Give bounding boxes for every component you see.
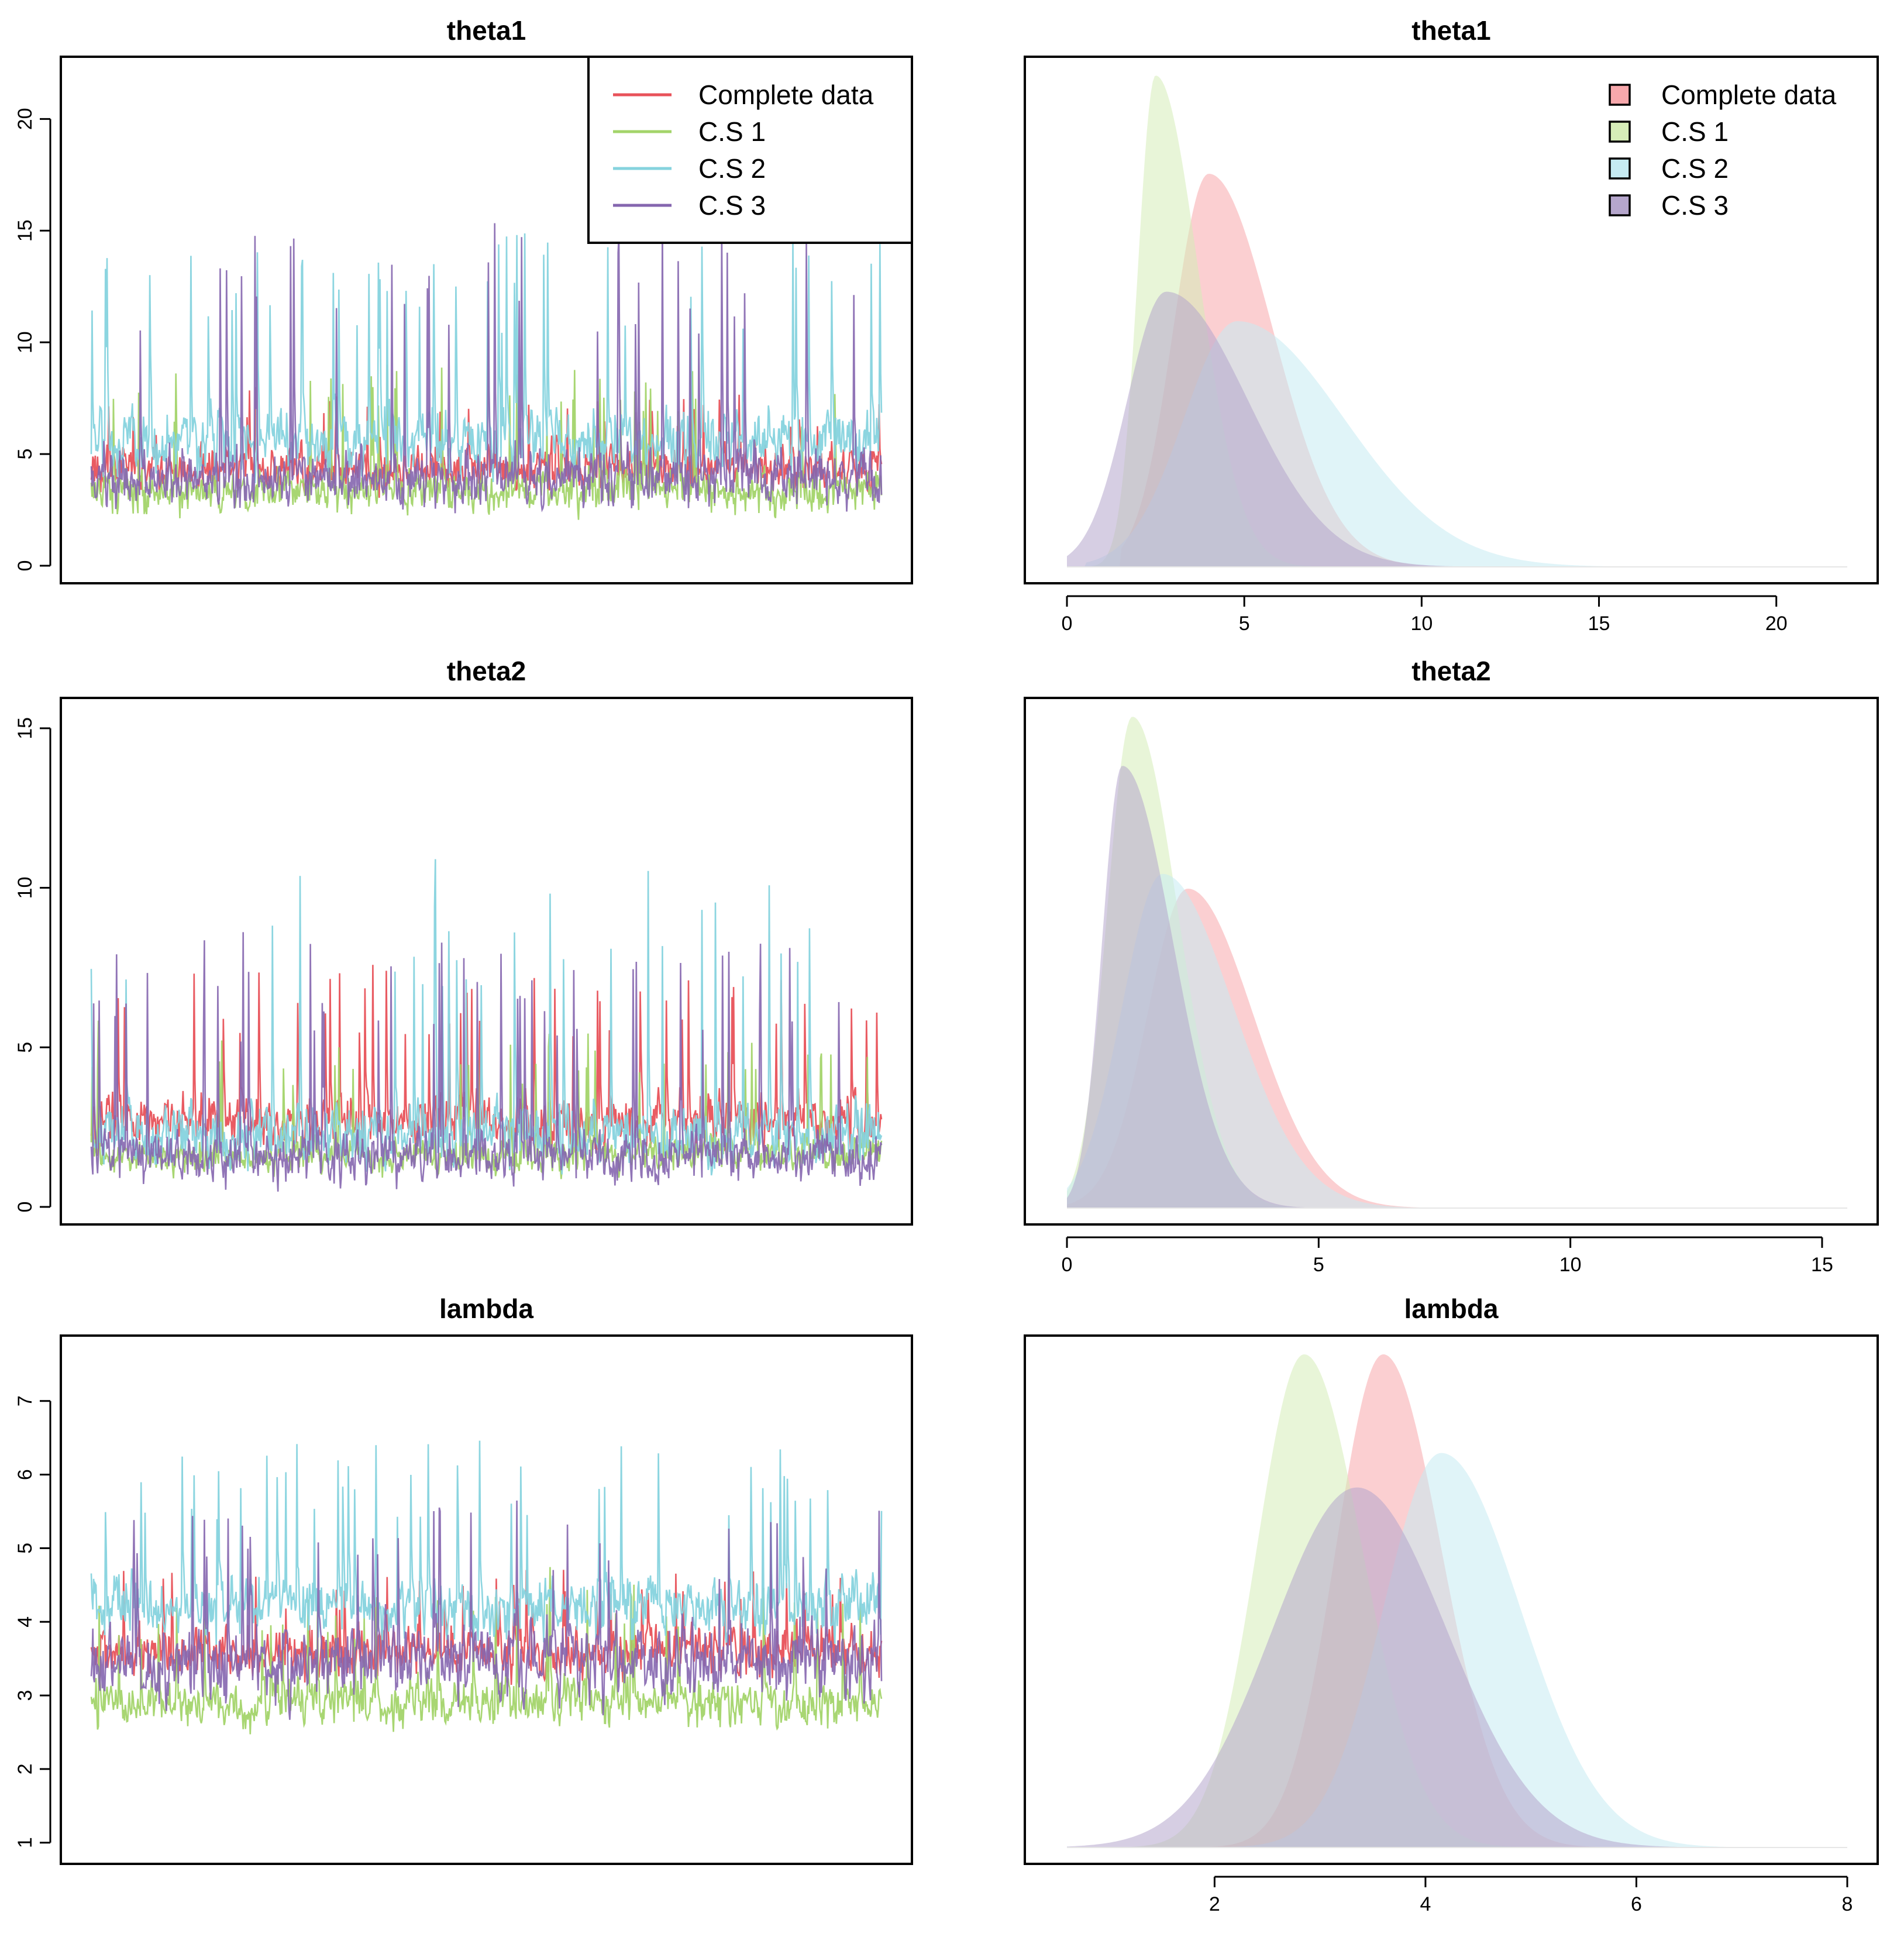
chart-title: theta1 <box>1411 15 1490 46</box>
legend-label-1: Complete data <box>698 80 874 110</box>
x-tick-label: 0 <box>1062 1254 1073 1276</box>
y-tick-label: 7 <box>14 1395 36 1406</box>
density-area-4 <box>1067 1487 1847 1847</box>
plot-frame <box>1024 56 1879 584</box>
chart-density_lambda: 2 4 6 8 lambda <box>1024 1293 1879 1915</box>
y-tick-label: 10 <box>14 877 36 899</box>
chart-trace_theta2: 0 5 10 15 theta2 <box>14 656 913 1226</box>
legend-label-3: C.S 2 <box>698 153 766 184</box>
y-tick-label: 5 <box>14 1042 36 1053</box>
plot-frame <box>1024 697 1879 1226</box>
trace-line-3 <box>90 233 883 483</box>
y-tick-label: 15 <box>14 219 36 242</box>
y-tick-label: 5 <box>14 1543 36 1554</box>
density-area-3 <box>1067 1453 1847 1847</box>
legend-swatch-4 <box>1609 194 1631 216</box>
trace-line-3 <box>90 1440 883 1648</box>
y-tick-label: 3 <box>14 1690 36 1701</box>
x-tick-label: 10 <box>1410 613 1433 635</box>
y-tick-label: 10 <box>14 331 36 353</box>
chart-title: lambda <box>439 1293 533 1324</box>
legend-label-2: C.S 1 <box>1661 116 1729 147</box>
density-area-4 <box>1067 291 1847 567</box>
x-tick-label: 20 <box>1765 613 1788 635</box>
legend-label-3: C.S 2 <box>1661 153 1729 184</box>
x-tick-label: 8 <box>1842 1893 1853 1915</box>
x-tick-label: 15 <box>1811 1254 1833 1276</box>
chart-title: theta1 <box>447 15 526 46</box>
chart-title: theta2 <box>447 656 526 686</box>
y-tick-label: 2 <box>14 1763 36 1774</box>
y-tick-label: 0 <box>14 1202 36 1213</box>
legend-swatch-1 <box>1609 84 1631 106</box>
legend-label-4: C.S 3 <box>1661 190 1729 221</box>
chart-title: theta2 <box>1411 656 1490 686</box>
y-tick-label: 15 <box>14 717 36 739</box>
chart-density_theta1: 0 5 10 15 20 theta1 Complete data C.S 1 C.S 2 C.S… <box>1024 15 1879 635</box>
x-tick-label: 5 <box>1239 613 1250 635</box>
plot-frame <box>60 56 913 584</box>
x-tick-label: 5 <box>1313 1254 1324 1276</box>
legend-label-4: C.S 3 <box>698 190 766 221</box>
plot-frame <box>60 697 913 1226</box>
chart-density_theta2: 0 5 10 15 theta2 <box>1024 656 1879 1276</box>
y-tick-label: 20 <box>14 108 36 130</box>
plot-frame <box>60 1334 913 1865</box>
x-tick-label: 6 <box>1631 1893 1642 1915</box>
legend-label-1: Complete data <box>1661 80 1837 110</box>
plot-frame <box>1024 1334 1879 1865</box>
trace-line-3 <box>90 859 883 1176</box>
density-area-3 <box>1067 873 1847 1208</box>
y-tick-label: 0 <box>14 560 36 572</box>
y-tick-label: 1 <box>14 1837 36 1848</box>
x-tick-label: 10 <box>1559 1254 1582 1276</box>
x-tick-label: 4 <box>1420 1893 1431 1915</box>
trace-line-4 <box>90 932 883 1192</box>
legend-swatch-2 <box>1609 121 1631 143</box>
y-tick-label: 5 <box>14 449 36 460</box>
chart-trace_theta1: 0 5 10 15 20 theta1 Complete data C.S 1 C.S 2 C.S… <box>14 15 913 584</box>
density-area-4 <box>1067 766 1847 1208</box>
legend-swatch-3 <box>1609 157 1631 180</box>
trace-line-2 <box>90 1567 883 1735</box>
chart-title: lambda <box>1404 1293 1498 1324</box>
legend-label-2: C.S 1 <box>698 116 766 147</box>
x-tick-label: 2 <box>1209 1893 1220 1915</box>
legend-box <box>587 56 913 244</box>
chart-trace_lambda: 1 2 3 4 5 6 7 lambda <box>14 1293 913 1865</box>
y-tick-label: 4 <box>14 1616 36 1628</box>
x-tick-label: 0 <box>1062 613 1073 635</box>
trace-line-4 <box>90 1500 883 1720</box>
y-tick-label: 6 <box>14 1469 36 1480</box>
x-tick-label: 15 <box>1588 613 1610 635</box>
trace-line-4 <box>90 221 883 514</box>
